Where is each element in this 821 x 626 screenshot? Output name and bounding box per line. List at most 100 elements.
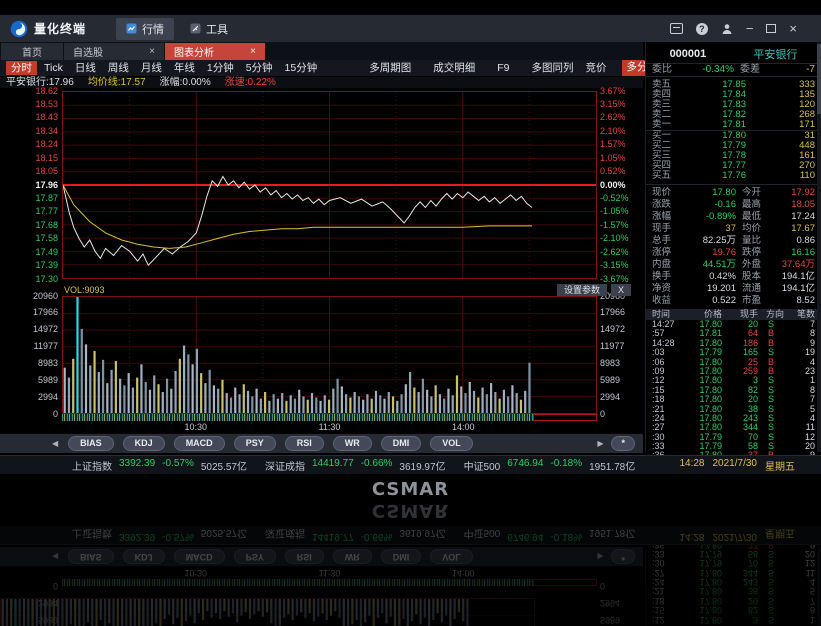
- restore-icon[interactable]: [766, 22, 776, 36]
- indicator-button-bias[interactable]: BIAS: [68, 436, 114, 451]
- close-icon[interactable]: ×: [789, 22, 797, 36]
- status-index-0[interactable]: 上证指数3392.39-0.57%5025.57亿: [72, 458, 247, 473]
- ask-level-row[interactable]: 卖一17.81171: [646, 120, 821, 130]
- scroll-left-icon[interactable]: ◀: [52, 439, 58, 448]
- session-progress-strip: [62, 414, 533, 421]
- period-button-2[interactable]: 日线: [70, 61, 101, 75]
- tick-row: 14:2817.80186B9: [646, 339, 821, 348]
- toolbar-right-button-0[interactable]: 竞价: [581, 61, 612, 75]
- tab-watchlist[interactable]: 自选股×: [64, 43, 164, 60]
- reflection: 量化终端 行情工具 ? − × 首页自选股×图表分析× 分时Tick日线周线月线…: [0, 500, 821, 626]
- close-pane-button[interactable]: X: [611, 284, 631, 296]
- axis-tick-label: 2994: [600, 393, 642, 402]
- volume-plot-area[interactable]: [62, 296, 597, 414]
- period-button-0[interactable]: 分时: [6, 61, 37, 75]
- tab-chart-analysis[interactable]: 图表分析 ×: [165, 43, 265, 60]
- axis-tick-label: 17.77: [20, 207, 58, 216]
- period-button-8[interactable]: 15分钟: [280, 61, 323, 75]
- period-button-4[interactable]: 月线: [136, 61, 167, 75]
- indicator-button-macd[interactable]: MACD: [174, 436, 225, 451]
- info-value: 0.42%: [680, 271, 736, 283]
- info-label: 净资: [652, 283, 680, 295]
- tick-row: :0317.79165S19: [646, 348, 821, 357]
- menu-item-tools[interactable]: 工具: [180, 18, 238, 40]
- quote-panel: 000001 平安银行 委比 -0.34% 委差 -7 卖五17.85333卖四…: [645, 42, 821, 452]
- axis-tick-label: 8983: [600, 359, 642, 368]
- tick-row: :1817.8020S7: [646, 395, 821, 404]
- app-title: 量化终端: [34, 20, 86, 37]
- axis-tick-label: 17.58: [20, 234, 58, 243]
- quote-info-row: 换手0.42%股本194.1亿: [646, 271, 821, 283]
- index-turnover: 5025.57亿: [201, 458, 247, 473]
- panel-scrollbar[interactable]: [817, 42, 821, 452]
- scroll-right-icon[interactable]: ▶: [597, 439, 603, 448]
- status-time: 14:28: [679, 458, 704, 473]
- toolbar-center-group: 多周期图成交明细 F9 多图同列: [364, 61, 578, 75]
- time-axis-label: 14:00: [452, 422, 475, 432]
- minimize-icon[interactable]: −: [746, 22, 754, 36]
- status-date: 2021/7/30: [713, 458, 758, 473]
- period-button-5[interactable]: 年线: [169, 61, 200, 75]
- status-index-2[interactable]: 中证5006746.94-0.18%1951.78亿: [464, 458, 636, 473]
- indicator-button-rsi[interactable]: RSI: [285, 436, 324, 451]
- axis-tick-label: 18.05: [20, 167, 58, 176]
- axis-tick-label: 11977: [600, 342, 642, 351]
- tick-row: :2417.80243S4: [646, 414, 821, 423]
- info-label: 最低: [736, 211, 768, 223]
- toolbar-link-2[interactable]: F9: [492, 61, 514, 75]
- axis-tick-label: 17.39: [20, 261, 58, 270]
- quote-info-row: 现价17.80今开17.92: [646, 187, 821, 199]
- axis-tick-label: 17.96: [20, 181, 58, 190]
- tab-close-icon[interactable]: ×: [250, 46, 256, 57]
- indicator-button-kdj[interactable]: KDJ: [123, 436, 165, 451]
- axis-tick-label: 11977: [20, 342, 58, 351]
- period-button-6[interactable]: 1分钟: [202, 61, 239, 75]
- scrollbar-thumb[interactable]: [817, 44, 821, 114]
- indicator-button-vol[interactable]: VOL: [430, 436, 473, 451]
- axis-tick-label: 0: [20, 410, 58, 419]
- indicator-button-psy[interactable]: PSY: [234, 436, 276, 451]
- axis-tick-label: 17.30: [20, 275, 58, 284]
- tab-close-icon[interactable]: ×: [149, 46, 155, 57]
- status-weekday: 星期五: [765, 458, 795, 473]
- more-indicators-button[interactable]: *: [611, 436, 635, 451]
- period-button-7[interactable]: 5分钟: [241, 61, 278, 75]
- price-plot-area[interactable]: [62, 91, 597, 279]
- clock: 14:28 2021/7/30 星期五: [679, 458, 807, 473]
- info-value: 17.92: [768, 187, 815, 199]
- bid-label: 买五: [652, 171, 686, 181]
- tick-row: :1217.803S1: [646, 376, 821, 385]
- user-icon[interactable]: [721, 22, 733, 36]
- axis-tick-label: 18.34: [20, 127, 58, 136]
- period-button-1[interactable]: Tick: [39, 61, 68, 75]
- info-label: 量比: [736, 235, 768, 247]
- menu-item-quotes[interactable]: 行情: [116, 18, 174, 40]
- axis-tick-label: 1.05%: [600, 154, 642, 163]
- bid-level-row[interactable]: 买五17.76110: [646, 171, 821, 181]
- intraday-price-chart: 18.6218.5318.4318.3418.2418.1518.0517.96…: [0, 88, 643, 284]
- toolbar-link-1[interactable]: 成交明细: [428, 61, 480, 75]
- index-value: 3392.39: [119, 458, 155, 473]
- tab-bar: 首页 自选股× 图表分析 ×: [0, 42, 643, 60]
- status-index-1[interactable]: 深证成指14419.77-0.66%3619.97亿: [265, 458, 446, 473]
- toolbar-link-0[interactable]: 多周期图: [364, 61, 416, 75]
- period-button-3[interactable]: 周线: [103, 61, 134, 75]
- info-value: 17.80: [680, 187, 736, 199]
- status-bar: 上证指数3392.39-0.57%5025.57亿 深证成指14419.77-0.…: [0, 455, 821, 474]
- quote-info-row: 涨停19.76跌停16.16: [646, 247, 821, 259]
- diff-label: 委差: [734, 64, 764, 76]
- tab-label: 图表分析: [174, 44, 214, 59]
- tab-label: 首页: [22, 44, 42, 59]
- help-icon[interactable]: ?: [696, 22, 708, 36]
- toolbar-link-3[interactable]: 多图同列: [527, 61, 579, 75]
- info-value: 44.51万: [680, 259, 736, 271]
- bid-levels: 买一17.8031买二17.79448买三17.78161买四17.77270买…: [646, 130, 821, 181]
- panel-icon[interactable]: [670, 22, 683, 36]
- tab-home[interactable]: 首页: [1, 43, 63, 60]
- info-label: 流通: [736, 283, 768, 295]
- indicator-button-wr[interactable]: WR: [333, 436, 372, 451]
- settings-params-button[interactable]: 设置参数: [557, 284, 607, 296]
- axis-tick-label: 1.57%: [600, 140, 642, 149]
- indicator-button-dmi[interactable]: DMI: [381, 436, 422, 451]
- axis-tick-label: -2.62%: [600, 248, 642, 257]
